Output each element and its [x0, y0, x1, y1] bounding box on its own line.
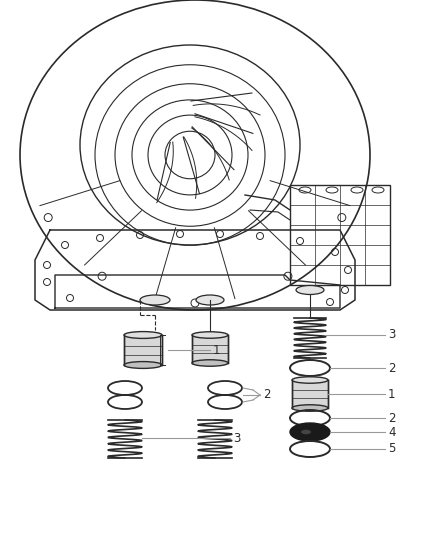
- Bar: [292, 380, 328, 408]
- Text: 2: 2: [263, 389, 271, 401]
- Ellipse shape: [292, 405, 328, 411]
- Text: 2: 2: [388, 411, 396, 424]
- Text: 3: 3: [233, 432, 240, 445]
- Text: 1: 1: [388, 387, 396, 400]
- Ellipse shape: [192, 332, 228, 338]
- Bar: [290, 185, 390, 285]
- Ellipse shape: [292, 377, 328, 383]
- Ellipse shape: [196, 295, 224, 305]
- Ellipse shape: [296, 286, 324, 295]
- Ellipse shape: [124, 332, 162, 338]
- Text: 2: 2: [388, 361, 396, 375]
- Text: 1: 1: [213, 343, 220, 357]
- Bar: [124, 335, 162, 365]
- Text: 5: 5: [388, 442, 396, 456]
- Bar: [192, 335, 228, 363]
- Ellipse shape: [192, 360, 228, 366]
- Ellipse shape: [301, 430, 311, 434]
- Ellipse shape: [124, 361, 162, 368]
- Text: 3: 3: [388, 328, 396, 342]
- Ellipse shape: [140, 295, 170, 305]
- Text: 4: 4: [388, 425, 396, 439]
- Ellipse shape: [290, 423, 330, 441]
